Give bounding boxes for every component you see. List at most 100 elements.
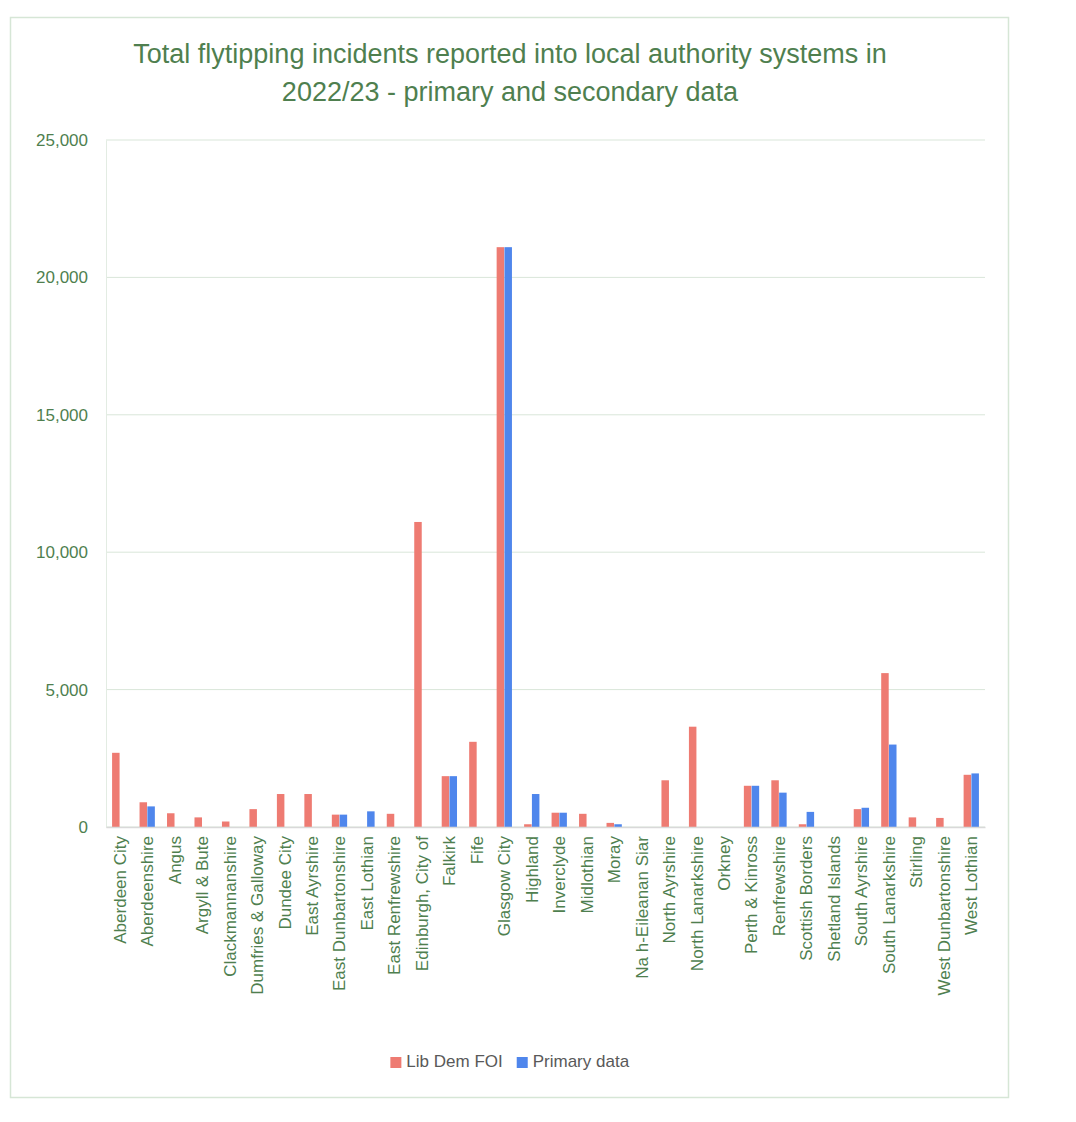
x-tick: East Renfrewshire xyxy=(385,827,404,975)
legend-item: Lib Dem FOI xyxy=(390,1052,502,1071)
bar xyxy=(881,673,888,827)
bars xyxy=(112,247,979,827)
x-tick: East Lothian xyxy=(358,827,377,931)
x-tick-label: East Dunbartonshire xyxy=(330,836,349,991)
bar xyxy=(971,773,978,827)
plot: 05,00010,00015,00020,00025,000Aberdeen C… xyxy=(36,131,986,995)
y-tick-label: 15,000 xyxy=(36,406,88,425)
y-axis: 05,00010,00015,00020,00025,000 xyxy=(36,131,107,837)
x-tick-label: East Lothian xyxy=(358,836,377,931)
bar xyxy=(504,247,511,827)
y-tick: 25,000 xyxy=(36,131,106,150)
y-tick: 5,000 xyxy=(45,681,106,700)
chart-frame xyxy=(11,18,1009,1098)
bar xyxy=(167,813,174,827)
bar xyxy=(194,817,201,827)
x-tick-label: Clackmannanshire xyxy=(221,836,240,977)
x-tick: Edinburgh, City of xyxy=(413,827,432,971)
x-tick: Dundee City xyxy=(275,827,294,930)
bar xyxy=(414,522,421,827)
x-tick: East Ayrshire xyxy=(303,827,322,936)
x-tick-label: Argyll & Bute xyxy=(193,836,212,934)
x-tick-label: Moray xyxy=(605,836,624,884)
grid-line xyxy=(106,689,985,690)
x-tick-label: Falkirk xyxy=(440,836,459,887)
x-tick: North Lanarkshire xyxy=(688,827,707,971)
bar xyxy=(147,806,154,827)
grid-line xyxy=(106,552,985,553)
x-tick-label: Fife xyxy=(468,836,487,864)
x-tick: West Lothian xyxy=(962,827,981,935)
x-tick-label: Highland xyxy=(523,836,542,903)
grid-line xyxy=(106,277,985,278)
grid-line xyxy=(106,827,985,828)
x-tick-label: Orkney xyxy=(715,836,734,891)
x-tick: Orkney xyxy=(715,827,734,891)
x-tick: Highland xyxy=(523,827,542,903)
legend-label: Primary data xyxy=(533,1052,630,1071)
bar xyxy=(552,813,559,827)
x-axis: Aberdeen City Aberdeenshire Angus Argyll & … xyxy=(107,827,986,995)
x-tick-label: South Lanarkshire xyxy=(880,836,899,974)
x-tick: Moray xyxy=(605,827,624,883)
x-tick: Glasgow City xyxy=(495,827,514,936)
bar xyxy=(222,822,229,827)
bar xyxy=(277,794,284,827)
bar xyxy=(607,823,614,827)
x-tick: Inverclyde xyxy=(550,827,569,913)
bar xyxy=(140,802,147,827)
y-tick: 15,000 xyxy=(36,406,106,425)
x-tick-label: Aberdeenshire xyxy=(138,836,157,947)
x-tick-label: Angus xyxy=(166,836,185,884)
x-tick: South Lanarkshire xyxy=(880,827,899,974)
x-tick: Aberdeenshire xyxy=(138,827,157,947)
bar xyxy=(771,780,778,827)
x-tick-label: East Renfrewshire xyxy=(385,836,404,975)
x-tick-label: Na h-Eileanan Siar xyxy=(633,836,652,979)
bar xyxy=(524,824,531,827)
bar xyxy=(367,811,374,827)
legend-swatch xyxy=(390,1057,401,1068)
x-tick-label: Glasgow City xyxy=(495,836,514,937)
bar xyxy=(799,824,806,827)
bar xyxy=(964,775,971,827)
x-tick-label: Dundee City xyxy=(275,836,294,930)
x-tick-label: Aberdeen City xyxy=(111,836,130,944)
legend-label: Lib Dem FOI xyxy=(406,1052,502,1071)
x-tick-label: Inverclyde xyxy=(550,836,569,913)
y-axis-line xyxy=(106,141,107,828)
x-tick: West Dunbartonshire xyxy=(935,827,954,995)
bar xyxy=(442,776,449,827)
x-tick-label: West Dunbartonshire xyxy=(935,836,954,995)
legend: Lib Dem FOI Primary data xyxy=(390,1052,629,1071)
bar xyxy=(854,809,861,827)
x-tick: Dumfries & Galloway xyxy=(248,827,267,995)
bar xyxy=(752,786,759,827)
bar xyxy=(862,808,869,827)
bar xyxy=(689,727,696,827)
title: Total flytipping incidents reported into… xyxy=(133,39,886,107)
grid xyxy=(106,140,985,827)
grid-line xyxy=(106,140,985,141)
x-tick-label: South Ayrshire xyxy=(852,836,871,946)
x-axis-line xyxy=(107,827,986,829)
bar xyxy=(469,742,476,827)
x-tick-label: Edinburgh, City of xyxy=(413,836,432,971)
x-tick: Fife xyxy=(468,827,487,864)
bar xyxy=(387,814,394,827)
x-tick: Shetland Islands xyxy=(825,827,844,962)
x-tick: Midlothian xyxy=(578,827,597,914)
x-tick-label: Scottish Borders xyxy=(797,836,816,961)
x-tick-label: Stirling xyxy=(907,836,926,888)
x-tick: Renfrewshire xyxy=(770,827,789,936)
x-tick: Na h-Eileanan Siar xyxy=(633,827,652,979)
y-tick: 10,000 xyxy=(36,543,106,562)
bar xyxy=(744,786,751,827)
x-tick: Angus xyxy=(166,827,185,884)
y-tick-label: 10,000 xyxy=(36,543,88,562)
series xyxy=(112,247,971,827)
bar xyxy=(497,247,504,827)
x-tick: North Ayrshire xyxy=(660,827,679,943)
legend-swatch xyxy=(517,1057,528,1068)
bar xyxy=(807,812,814,827)
